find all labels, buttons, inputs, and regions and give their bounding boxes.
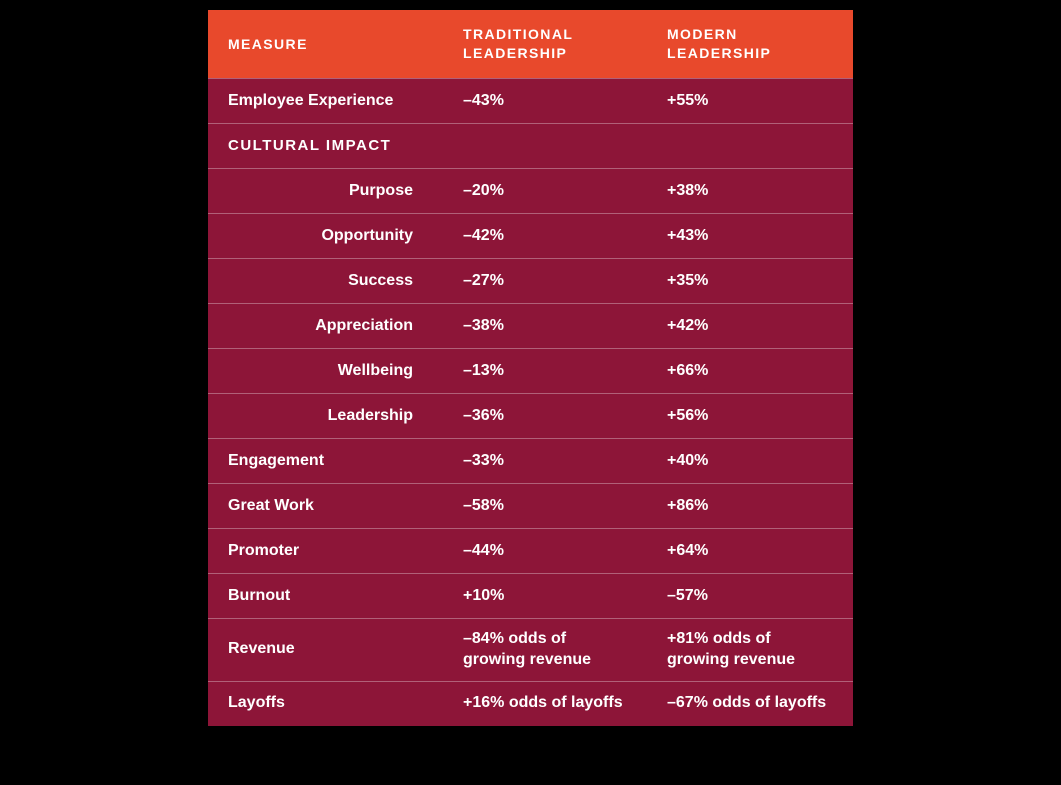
row-modern-value: +42% xyxy=(667,316,709,334)
table-section-row: CULTURAL IMPACT xyxy=(208,123,853,168)
row-traditional-value xyxy=(443,136,647,156)
row-traditional-value: +16% odds of layoffs xyxy=(463,694,623,712)
row-traditional-value: –84% odds of growing revenue xyxy=(463,630,592,668)
leadership-comparison-table: MEASURE TRADITIONAL LEADERSHIP MODERN LE… xyxy=(208,10,853,726)
column-header-measure: MEASURE xyxy=(228,35,308,52)
row-traditional-value: –38% xyxy=(463,316,504,334)
row-traditional-value: –58% xyxy=(463,496,504,514)
row-modern-value: –57% xyxy=(667,586,708,604)
row-measure: Appreciation xyxy=(315,316,413,334)
row-modern-value: +66% xyxy=(667,361,709,379)
row-traditional-value: –43% xyxy=(463,91,504,109)
column-header-traditional-leadership: TRADITIONAL LEADERSHIP xyxy=(463,26,574,61)
table-row: Employee Experience –43% +55% xyxy=(208,78,853,123)
row-traditional-value: –27% xyxy=(463,271,504,289)
row-traditional-value: –20% xyxy=(463,181,504,199)
row-modern-value: +55% xyxy=(667,91,709,109)
table-row: Purpose –20% +38% xyxy=(208,168,853,213)
table-row: Leadership –36% +56% xyxy=(208,393,853,438)
row-measure: Wellbeing xyxy=(337,361,413,379)
row-modern-value: +64% xyxy=(667,541,709,559)
table-row: Engagement –33% +40% xyxy=(208,438,853,483)
row-measure: Engagement xyxy=(228,451,325,469)
table-row: Promoter –44% +64% xyxy=(208,528,853,573)
table-row: Success –27% +35% xyxy=(208,258,853,303)
table-row: Wellbeing –13% +66% xyxy=(208,348,853,393)
row-traditional-value: –44% xyxy=(463,541,504,559)
row-measure: Burnout xyxy=(228,586,291,604)
row-measure: Employee Experience xyxy=(228,91,394,109)
row-measure: Opportunity xyxy=(321,226,413,244)
row-traditional-value: +10% xyxy=(463,586,505,604)
row-modern-value: +86% xyxy=(667,496,709,514)
row-modern-value xyxy=(647,136,853,156)
row-measure: Success xyxy=(348,271,413,289)
row-modern-value: +38% xyxy=(667,181,709,199)
table-row: Revenue –84% odds of growing revenue +81… xyxy=(208,618,853,681)
table-row: Burnout +10% –57% xyxy=(208,573,853,618)
table-row: Layoffs +16% odds of layoffs –67% odds o… xyxy=(208,680,853,726)
row-measure: Leadership xyxy=(327,406,413,424)
row-traditional-value: –13% xyxy=(463,361,504,379)
row-traditional-value: –42% xyxy=(463,226,504,244)
row-modern-value: +56% xyxy=(667,406,709,424)
row-traditional-value: –33% xyxy=(463,451,504,469)
table-row: Great Work –58% +86% xyxy=(208,483,853,528)
row-measure: Promoter xyxy=(228,541,300,559)
row-modern-value: +81% odds of growing revenue xyxy=(667,630,796,668)
row-measure: Layoffs xyxy=(228,694,285,712)
row-measure: Great Work xyxy=(228,496,314,514)
table-header-row: MEASURE TRADITIONAL LEADERSHIP MODERN LE… xyxy=(208,10,853,78)
row-traditional-value: –36% xyxy=(463,406,504,424)
row-modern-value: +43% xyxy=(667,226,709,244)
row-modern-value: –67% odds of layoffs xyxy=(667,694,827,712)
section-label: CULTURAL IMPACT xyxy=(228,137,392,155)
row-measure: Revenue xyxy=(228,640,295,658)
row-measure: Purpose xyxy=(348,181,413,199)
table-row: Opportunity –42% +43% xyxy=(208,213,853,258)
row-modern-value: +40% xyxy=(667,451,709,469)
row-modern-value: +35% xyxy=(667,271,709,289)
column-header-modern-leadership: MODERN LEADERSHIP xyxy=(667,26,772,61)
table-row: Appreciation –38% +42% xyxy=(208,303,853,348)
